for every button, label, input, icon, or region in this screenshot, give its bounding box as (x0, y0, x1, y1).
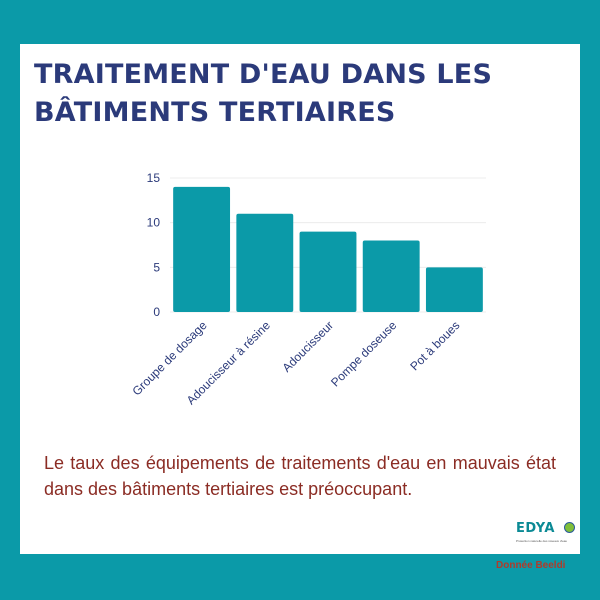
title-line-2: BÂTIMENTS TERTIAIRES (34, 97, 396, 128)
y-tick-label: 0 (153, 305, 160, 319)
logo-wordmark: EDYA (516, 521, 555, 536)
x-tick-label: Adoucisseur (280, 318, 337, 375)
y-tick-label: 10 (147, 216, 161, 230)
y-tick-label: 15 (147, 171, 161, 185)
content-card: TRAITEMENT D'EAU DANS LES BÂTIMENTS TERT… (20, 44, 580, 554)
bar (362, 240, 420, 312)
bar (425, 267, 483, 312)
x-tick-label: Pot à boues (407, 318, 462, 373)
logo-tagline: Protection naturelle des réseaux d'eau (516, 539, 568, 543)
page-title: TRAITEMENT D'EAU DANS LES BÂTIMENTS TERT… (34, 56, 554, 132)
y-tick-label: 5 (153, 260, 160, 274)
bar (299, 231, 357, 312)
title-line-1: TRAITEMENT D'EAU DANS LES (34, 59, 493, 90)
source-credit: Donnée Beeldi (496, 560, 566, 571)
x-tick-label: Pompe doseuse (328, 318, 399, 389)
description-text: Le taux des équipements de traitements d… (44, 453, 556, 499)
leaf-icon (564, 522, 575, 533)
bar (236, 213, 294, 312)
bar (173, 186, 231, 312)
edya-logo: EDYA Protection naturelle des réseaux d'… (516, 521, 576, 551)
